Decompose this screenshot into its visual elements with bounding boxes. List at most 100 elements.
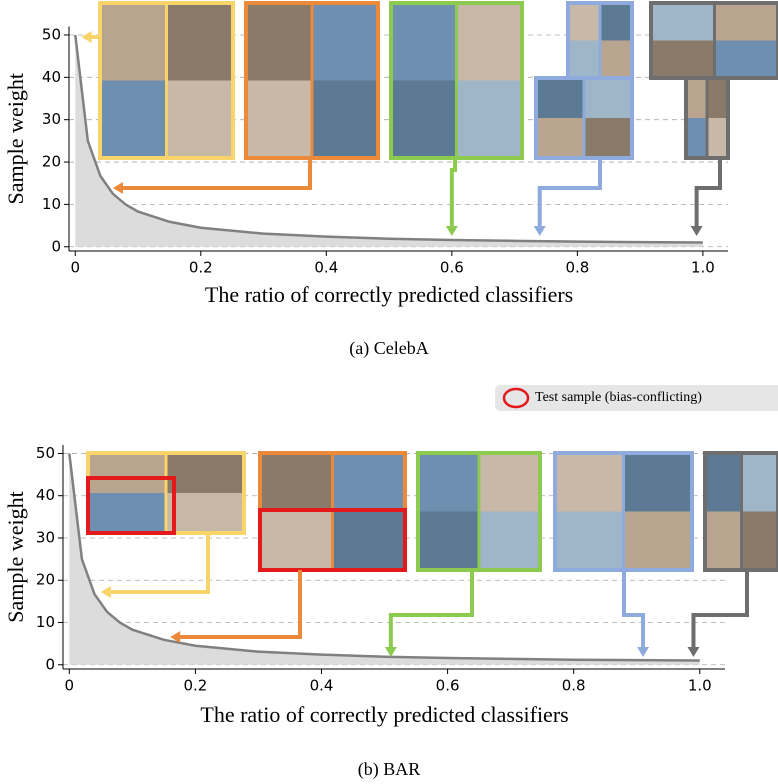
photo <box>555 511 624 570</box>
photo <box>418 511 479 570</box>
y-tick-label: 40 <box>42 68 61 86</box>
photo <box>456 80 522 158</box>
photo <box>260 453 333 512</box>
photo <box>418 453 479 512</box>
y-tick-label: 50 <box>42 25 61 43</box>
photo <box>584 78 632 118</box>
arrow-head <box>445 226 458 236</box>
photo <box>714 40 778 78</box>
photo <box>88 493 166 533</box>
photo-group <box>98 1 235 160</box>
x-tick-label: 1.0 <box>691 259 715 277</box>
area <box>69 453 700 665</box>
y-tick-label: 30 <box>36 528 55 546</box>
y-axis-label: Sample weight <box>3 491 28 622</box>
photo <box>623 511 692 570</box>
arrow-head <box>170 631 181 643</box>
photo <box>246 80 312 158</box>
y-tick-label: 40 <box>36 486 55 504</box>
arrow-head <box>690 226 703 236</box>
photo <box>100 3 167 81</box>
photo-group <box>553 451 694 572</box>
x-tick-label: 0.2 <box>189 259 213 277</box>
photo <box>100 80 167 158</box>
photo <box>568 3 600 41</box>
photo-group <box>389 1 524 160</box>
arrow <box>449 158 457 228</box>
arrow <box>694 158 722 228</box>
photo <box>260 511 333 570</box>
arrow-head <box>687 647 700 657</box>
x-tick-label: 1.0 <box>688 677 712 695</box>
arrow-head <box>100 586 111 598</box>
photo <box>555 453 624 512</box>
photo-group <box>534 76 634 160</box>
photo <box>705 453 742 512</box>
photo <box>686 78 707 118</box>
legend-label: Test sample (bias-conflicting) <box>535 390 702 405</box>
photo <box>651 3 715 41</box>
photo <box>391 3 457 81</box>
photo <box>479 511 540 570</box>
photo <box>166 493 244 533</box>
photo <box>479 453 540 512</box>
y-tick-label: 0 <box>51 237 61 255</box>
x-axis-label: The ratio of correctly predicted classif… <box>200 702 568 727</box>
y-tick-label: 0 <box>45 655 55 673</box>
legend-box <box>495 385 778 411</box>
photo-group <box>649 1 778 80</box>
photo <box>568 40 600 78</box>
photo <box>707 118 728 158</box>
photo-group <box>244 1 380 160</box>
photo <box>391 80 457 158</box>
x-tick-label: 0 <box>65 677 75 695</box>
photo <box>741 453 778 512</box>
x-tick-label: 0.6 <box>436 677 460 695</box>
photo <box>456 3 522 81</box>
arrow <box>388 570 474 649</box>
y-tick-label: 30 <box>42 110 61 128</box>
caption: (a) CelebA <box>349 338 428 359</box>
photo <box>707 78 728 118</box>
photo <box>246 3 312 81</box>
caption: (b) BAR <box>358 759 421 780</box>
x-tick-label: 0.2 <box>183 677 207 695</box>
photo <box>686 118 707 158</box>
arrow <box>691 570 749 649</box>
photo <box>332 511 405 570</box>
x-tick-label: 0.8 <box>565 259 589 277</box>
arrow <box>178 570 302 639</box>
arrow-head <box>637 647 650 657</box>
line <box>74 34 703 244</box>
photo <box>536 118 584 158</box>
photo <box>714 3 778 41</box>
x-axis-label: The ratio of correctly predicted classif… <box>205 282 573 307</box>
test-frame <box>258 508 407 572</box>
photo <box>741 511 778 570</box>
photo <box>88 453 166 493</box>
photo <box>166 3 233 81</box>
photo <box>166 453 244 493</box>
photo <box>705 511 742 570</box>
photo <box>651 40 715 78</box>
y-tick-label: 10 <box>42 195 61 213</box>
arrow-head <box>384 647 397 657</box>
photo <box>536 78 584 118</box>
photo <box>584 118 632 158</box>
photo <box>623 453 692 512</box>
photo <box>312 80 378 158</box>
photo-group <box>703 451 778 572</box>
photo <box>312 3 378 81</box>
y-axis-label: Sample weight <box>3 73 28 204</box>
photo-group <box>566 1 634 80</box>
arrow-head <box>81 31 92 43</box>
x-tick-label: 0.6 <box>440 259 464 277</box>
photo <box>332 453 405 512</box>
x-tick-label: 0.8 <box>562 677 586 695</box>
arrow-head <box>533 226 546 236</box>
line <box>68 453 700 662</box>
y-tick-label: 20 <box>36 571 55 589</box>
y-tick-label: 10 <box>36 613 55 631</box>
arrow <box>108 533 210 594</box>
